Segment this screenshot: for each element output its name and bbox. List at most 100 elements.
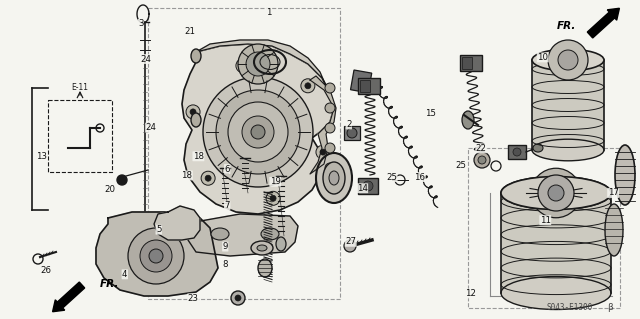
- Circle shape: [228, 102, 288, 162]
- Polygon shape: [196, 40, 326, 86]
- Circle shape: [344, 240, 356, 252]
- Circle shape: [242, 116, 274, 148]
- Circle shape: [558, 50, 578, 70]
- Circle shape: [325, 163, 335, 173]
- Circle shape: [246, 52, 270, 76]
- Ellipse shape: [501, 277, 611, 309]
- Circle shape: [140, 240, 172, 272]
- Bar: [508, 145, 526, 159]
- Text: 19: 19: [270, 177, 280, 186]
- Circle shape: [513, 148, 521, 156]
- Text: 21: 21: [184, 27, 195, 36]
- Bar: [148, 8, 340, 299]
- Text: 18: 18: [193, 152, 204, 161]
- Circle shape: [203, 77, 313, 187]
- Polygon shape: [310, 76, 336, 174]
- Text: 3: 3: [138, 19, 143, 28]
- Circle shape: [236, 59, 250, 73]
- Ellipse shape: [276, 237, 286, 251]
- Ellipse shape: [615, 145, 635, 205]
- Text: 8: 8: [223, 260, 228, 269]
- Circle shape: [478, 156, 486, 164]
- Bar: [358, 178, 378, 194]
- Text: 25: 25: [386, 173, 397, 182]
- Circle shape: [320, 149, 326, 155]
- Bar: [532, 60, 604, 150]
- Ellipse shape: [501, 176, 611, 210]
- Circle shape: [325, 83, 335, 93]
- FancyArrow shape: [588, 8, 620, 38]
- Circle shape: [363, 181, 373, 191]
- Polygon shape: [188, 214, 298, 256]
- Circle shape: [251, 125, 265, 139]
- Bar: [468, 148, 620, 308]
- Circle shape: [235, 295, 241, 301]
- Circle shape: [128, 228, 184, 284]
- Text: 2: 2: [346, 120, 351, 129]
- Circle shape: [301, 79, 315, 93]
- Ellipse shape: [532, 49, 604, 71]
- Text: 6: 6: [225, 165, 230, 174]
- Circle shape: [325, 103, 335, 113]
- Bar: [460, 55, 482, 71]
- Circle shape: [270, 195, 276, 201]
- Circle shape: [548, 185, 564, 201]
- Circle shape: [149, 249, 163, 263]
- Text: 27: 27: [345, 237, 356, 246]
- Text: 20: 20: [104, 185, 116, 194]
- Ellipse shape: [257, 245, 267, 251]
- Ellipse shape: [501, 176, 611, 210]
- Circle shape: [216, 90, 300, 174]
- Circle shape: [240, 63, 246, 69]
- Circle shape: [548, 40, 588, 80]
- Circle shape: [186, 105, 200, 119]
- Ellipse shape: [605, 204, 623, 256]
- Ellipse shape: [191, 49, 201, 63]
- Circle shape: [190, 109, 196, 115]
- Ellipse shape: [211, 228, 229, 240]
- Text: 17: 17: [607, 189, 619, 197]
- Circle shape: [117, 175, 127, 185]
- Ellipse shape: [329, 171, 339, 185]
- Text: 10: 10: [537, 53, 548, 62]
- Text: 1: 1: [266, 8, 271, 17]
- Text: 7: 7: [225, 201, 230, 210]
- Text: 24: 24: [140, 55, 152, 63]
- Circle shape: [325, 143, 335, 153]
- Ellipse shape: [261, 228, 279, 240]
- Text: 14: 14: [356, 184, 368, 193]
- Circle shape: [238, 44, 278, 84]
- Circle shape: [325, 123, 335, 133]
- Ellipse shape: [323, 162, 345, 194]
- Text: 11: 11: [540, 216, 551, 225]
- Text: 23: 23: [188, 294, 199, 303]
- Bar: [462, 57, 472, 69]
- Bar: [358, 78, 380, 94]
- Text: 9: 9: [223, 242, 228, 251]
- Circle shape: [347, 128, 357, 138]
- Circle shape: [474, 152, 490, 168]
- Bar: [351, 70, 372, 93]
- Text: 24: 24: [145, 123, 157, 132]
- Bar: [501, 193, 611, 293]
- Ellipse shape: [533, 144, 543, 152]
- Circle shape: [531, 168, 580, 218]
- Text: FR.: FR.: [557, 21, 576, 31]
- Text: 26: 26: [40, 266, 52, 275]
- Text: S043-E1300: S043-E1300: [547, 302, 593, 311]
- Text: 18: 18: [181, 171, 193, 180]
- FancyArrow shape: [52, 282, 84, 312]
- Text: 13: 13: [36, 152, 47, 161]
- Circle shape: [231, 291, 245, 305]
- Circle shape: [538, 175, 574, 211]
- Ellipse shape: [251, 241, 273, 255]
- Circle shape: [205, 175, 211, 181]
- Polygon shape: [154, 206, 200, 240]
- Circle shape: [316, 145, 330, 159]
- Text: β: β: [607, 302, 612, 311]
- Bar: [48, 100, 112, 172]
- Bar: [344, 126, 360, 140]
- Ellipse shape: [191, 113, 201, 127]
- Text: 25: 25: [455, 161, 467, 170]
- Bar: [360, 80, 370, 92]
